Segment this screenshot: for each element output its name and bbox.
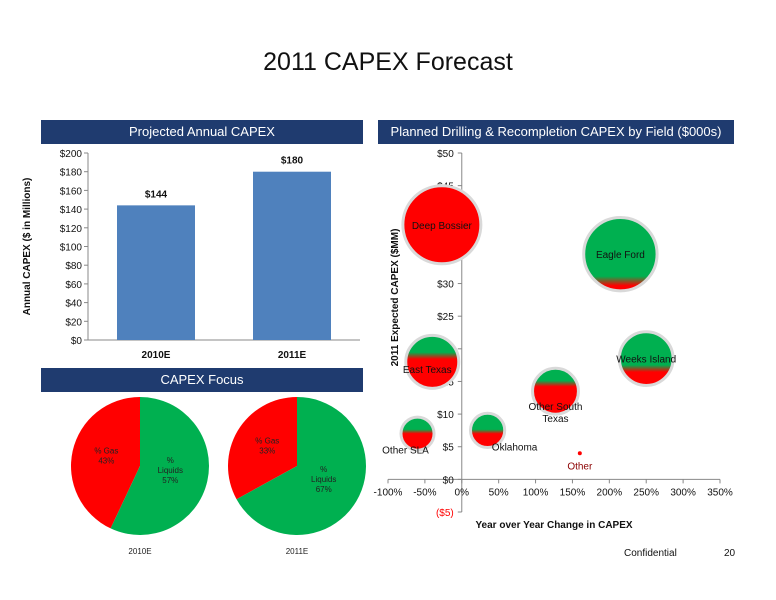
x-tick-label: 2011E [278, 350, 307, 361]
bar-2011e [253, 171, 331, 340]
y-tick-label: $20 [65, 317, 82, 328]
bubble-label-line: Texas [542, 414, 568, 425]
bubble-other [577, 451, 582, 456]
pie-charts: % Gas 43%% Liquids 57%2010E% Gas 33%% Liquids… [70, 397, 366, 556]
bubble-label-deep-bossier: Deep Bossier [412, 221, 473, 232]
y-tick-label: $40 [65, 299, 82, 310]
bubble-chart-banner: Planned Drilling & Recompletion CAPEX by… [378, 120, 734, 144]
pie-label-line: Liquids [311, 475, 336, 484]
bar-value-label: $144 [145, 189, 168, 200]
bar-chart: $0 $20 $40 $60 $80 $100 $120 $140 $160 $180 $200 $1… [22, 149, 360, 361]
y-tick-label: $120 [60, 224, 83, 235]
bar-chart-banner: Projected Annual CAPEX [41, 120, 363, 144]
pie-label-line: % Gas [255, 436, 279, 445]
bubble-chart: ($5)$0$5$10$15$20$25$30$35$40$45$50-100%… [374, 149, 733, 531]
x-tick-label: 300% [670, 487, 696, 498]
pie-2011e-liquids-label: % Liquids 67% [311, 465, 336, 494]
y-tick-label: $50 [437, 149, 454, 160]
y-tick-label: $30 [437, 280, 454, 291]
y-tick-label: $140 [60, 205, 83, 216]
pie-2011e-slice-liquids [236, 397, 366, 535]
x-tick-label: 150% [560, 487, 586, 498]
pie-label-line: Liquids [158, 466, 183, 475]
bubble-eagle-ford [582, 215, 659, 293]
y-tick-label: $0 [443, 475, 455, 486]
y-tick-label: ($5) [436, 508, 454, 519]
bubble-label-eagle-ford: Eagle Ford [596, 250, 645, 261]
bubble-weeks-island [617, 330, 675, 387]
pie-label-line: % [167, 456, 174, 465]
y-axis-label: Annual CAPEX ($ in Millions) [22, 178, 33, 316]
y-tick-label: $200 [60, 149, 83, 160]
pie-label-line: 57% [162, 476, 178, 485]
y-tick-label: $5 [443, 443, 455, 454]
bubble-east-texas [404, 333, 461, 390]
pie-2011e-slice-gas [228, 397, 297, 500]
bubble-label-east-texas: East Texas [403, 365, 452, 376]
bubble-label-weeks-island: Weeks Island [616, 355, 676, 366]
x-tick-label: 250% [633, 487, 659, 498]
y-tick-label: $60 [65, 280, 82, 291]
pie-2010e-slice-liquids [110, 397, 209, 535]
pie-title-2010e: 2010E [128, 547, 151, 556]
y-tick-label: $10 [437, 410, 454, 421]
page-title: 2011 CAPEX Forecast [263, 48, 513, 76]
y-axis-label: 2011 Expected CAPEX ($MM) [390, 229, 401, 367]
y-tick-label: $25 [437, 312, 454, 323]
bubble-other-south-texas [531, 366, 580, 416]
pie-label-line: 67% [316, 485, 332, 494]
y-tick-label: $0 [71, 336, 83, 347]
pie-title-2011e: 2011E [286, 547, 309, 556]
pie-2010e-slice-gas [70, 397, 140, 529]
x-tick-label: 0% [455, 487, 470, 498]
x-tick-label: 50% [489, 487, 509, 498]
bubble-other-sla [399, 415, 436, 452]
x-tick-label: -100% [374, 487, 403, 498]
pie-label-line: % Gas [94, 446, 118, 455]
bubble-label-other-sla: Other SLA [382, 446, 429, 457]
bar-value-label: $180 [281, 156, 304, 167]
y-tick-label: $180 [60, 168, 83, 179]
bubble-deep-bossier [401, 184, 483, 266]
bubble-oklahoma [468, 411, 507, 450]
pie-2011e-gas-label: % Gas 33% [255, 436, 279, 455]
pie-2010e-gas-label: % Gas 43% [94, 446, 118, 465]
x-tick-label: 350% [707, 487, 733, 498]
x-tick-label: 2010E [142, 350, 171, 361]
bubble-label-oklahoma: Oklahoma [492, 442, 538, 453]
y-tick-label: $100 [60, 243, 83, 254]
pie-2010e-liquids-label: % Liquids 57% [158, 456, 183, 485]
confidential-label: Confidential [624, 548, 677, 559]
bubble-label-other: Other [567, 461, 593, 472]
y-tick-label: $160 [60, 186, 83, 197]
x-axis-label: Year over Year Change in CAPEX [475, 520, 632, 531]
x-tick-label: 200% [597, 487, 623, 498]
x-tick-label: 100% [523, 487, 549, 498]
y-tick-label: $80 [65, 261, 82, 272]
bubble-label-line: Other South [529, 402, 583, 413]
pie-label-line: % [320, 465, 327, 474]
x-tick-label: -50% [413, 487, 436, 498]
bubble-label-other-south-texas: Other South Texas [529, 402, 583, 425]
pie-charts-banner: CAPEX Focus [41, 368, 363, 392]
pie-label-line: 33% [259, 446, 275, 455]
bar-2010e [117, 205, 195, 340]
page-number: 20 [724, 548, 736, 559]
pie-label-line: 43% [98, 456, 114, 465]
